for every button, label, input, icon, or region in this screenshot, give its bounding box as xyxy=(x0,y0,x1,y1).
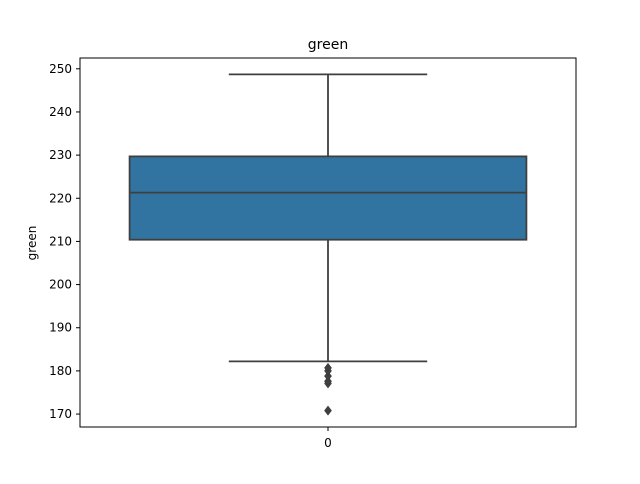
box-group xyxy=(128,73,528,416)
outlier-point xyxy=(324,405,332,416)
x-tick-label: 0 xyxy=(324,436,332,450)
y-axis-label: green xyxy=(25,226,39,261)
plot-area xyxy=(128,73,528,416)
y-axis: 170 180 190 200 210 220 230 240 250 xyxy=(49,62,80,421)
box-body xyxy=(128,155,528,241)
chart-title: green xyxy=(308,37,348,53)
y-tick-label: 230 xyxy=(49,148,72,162)
y-tick-label: 190 xyxy=(49,321,72,335)
y-tick-label: 200 xyxy=(49,278,72,292)
y-tick-label: 170 xyxy=(49,407,72,421)
y-tick-label: 240 xyxy=(49,105,72,119)
y-tick-label: 250 xyxy=(49,62,72,76)
y-tick-label: 210 xyxy=(49,234,72,248)
y-tick-label: 180 xyxy=(49,364,72,378)
outlier-point xyxy=(324,378,332,389)
x-axis: 0 xyxy=(324,427,332,450)
y-tick-label: 220 xyxy=(49,191,72,205)
